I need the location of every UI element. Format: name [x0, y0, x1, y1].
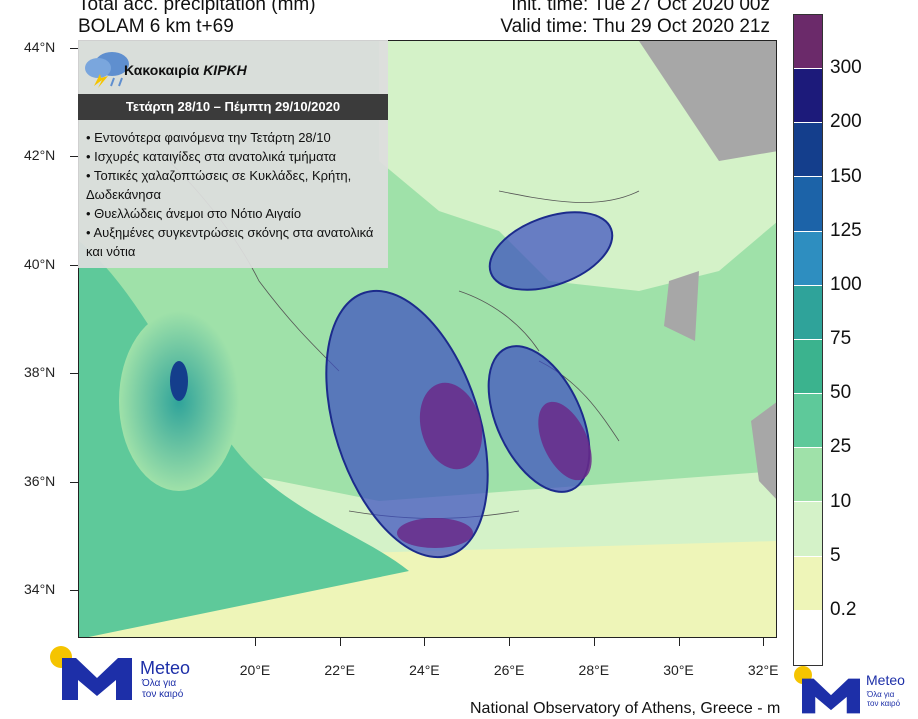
warning-bullet: • Θυελλώδεις άνεμοι στο Νότιο Αιγαίο [86, 206, 302, 221]
colorbar-label: 0.2 [830, 598, 857, 620]
colorbar-label: 100 [830, 273, 862, 295]
warning-info-box [78, 40, 388, 268]
meteo-logo-small: Meteo Όλα για τον καιρό [794, 666, 918, 719]
colorbar-segment [794, 231, 822, 286]
lon-tick-label: 20°E [239, 662, 271, 678]
land-north-east [639, 41, 776, 161]
lat-tick [70, 373, 78, 375]
logo-m-icon [802, 678, 860, 714]
lat-tick-label: 34°N [24, 581, 56, 597]
lat-tick [70, 48, 78, 49]
colorbar-segment [794, 448, 822, 503]
colorbar-segment [794, 394, 822, 449]
lon-tick-label: 30°E [663, 662, 694, 678]
colorbar-segment [794, 123, 822, 178]
lat-tick-label: 44°N [24, 39, 56, 55]
logo-tagline-1: Όλα για [142, 678, 177, 689]
precip-max-ionian [170, 361, 188, 401]
colorbar-label: 200 [830, 111, 862, 133]
colorbar-label: 50 [830, 382, 852, 404]
warning-core-east [538, 401, 592, 481]
lat-tick [70, 481, 78, 483]
lon-tick-label: 32°E [747, 662, 779, 678]
colorbar-label: 125 [830, 219, 862, 241]
logo-tagline-1: Όλα για [867, 690, 895, 699]
warning-bullet: • Εντονότερα φαινόμενα την Τετάρτη 28/10 [86, 130, 331, 145]
colorbar-segment [794, 556, 822, 611]
colorbar-label: 10 [830, 490, 852, 512]
lat-tick-label: 36°N [24, 472, 56, 489]
colorbar-segment [794, 339, 822, 395]
map-canvas [79, 41, 776, 637]
lon-tick-label: 26°E [493, 662, 525, 678]
colorbar-segment [794, 610, 822, 665]
colorbar-segment [794, 285, 822, 340]
lat-tick [70, 264, 78, 266]
warning-bullet: • Αυξημένες συγκεντρώσεις σκόνης στα ανα… [86, 225, 374, 259]
warning-title: Κακοκαιρία ΚΙΡΚΗ [124, 62, 247, 78]
storm-cloud-icon [85, 52, 129, 88]
lon-tick [763, 638, 765, 646]
precip-colorbar [793, 14, 823, 666]
colorbar-label: 5 [830, 544, 841, 566]
warning-period: Τετάρτη 28/10 – Πέμπτη 29/10/2020 [78, 94, 388, 120]
warning-ellipses [325, 211, 614, 559]
lon-tick [255, 638, 256, 646]
warning-core-west [419, 382, 483, 470]
meteo-logo: Meteo Όλα για τον καιρό [50, 646, 210, 702]
warning-area-north [488, 211, 614, 291]
lat-tick-label: 40°N [24, 255, 56, 272]
lon-tick-label: 22°E [324, 662, 355, 678]
colorbar-segment [794, 177, 822, 232]
lat-tick-label: 42°N [24, 147, 56, 164]
warning-core-crete [397, 518, 473, 548]
precip-light-north [379, 41, 776, 291]
warning-bullet: • Τοπικές χαλαζοπτώσεις σε Κυκλάδες, Κρή… [86, 168, 352, 202]
warning-bullet: • Ισχυρές καταιγίδες στα ανατολικά τμήμα… [86, 149, 337, 164]
lon-tick [678, 638, 680, 646]
lon-tick-label: 28°E [578, 662, 610, 678]
warning-bullets: • Εντονότερα φαινόμενα την Τετάρτη 28/10… [86, 128, 382, 261]
colorbar-segment [794, 15, 822, 70]
lat-tick [70, 156, 78, 158]
logo-m-icon [62, 658, 132, 700]
lon-tick [593, 638, 595, 646]
colorbar-label: 150 [830, 165, 862, 187]
lon-tick-label: 24°E [409, 662, 440, 678]
colorbar-label: 25 [830, 436, 852, 458]
lon-tick [509, 638, 511, 646]
logo-tagline-2: τον καιρό [142, 689, 184, 700]
colorbar-segment [794, 69, 822, 124]
init-time: Init. time: Tue 27 Oct 2020 00z [511, 0, 770, 15]
credit-line: National Observatory of Athens, Greece -… [470, 700, 781, 717]
colorbar-segment [794, 502, 822, 557]
model-label: BOLAM 6 km t+69 [78, 16, 234, 37]
colorbar-label: 300 [830, 57, 862, 79]
logo-tagline-2: τον καιρό [867, 699, 901, 708]
precipitation-map [78, 40, 777, 638]
lon-tick [424, 638, 426, 646]
logo-word: Meteo [866, 672, 905, 688]
lon-tick [339, 638, 341, 646]
warning-area-west [325, 289, 489, 559]
land-anatolia [664, 271, 699, 341]
land-east [751, 402, 776, 499]
lat-tick [70, 590, 78, 591]
precip-moderate-west [79, 241, 409, 637]
lat-tick-label: 38°N [24, 364, 56, 381]
logo-word: Meteo [140, 658, 191, 678]
valid-time: Valid time: Thu 29 Oct 2020 21z [500, 16, 770, 37]
chart-title: Total acc. precipitation (mm) [78, 0, 316, 15]
colorbar-label: 75 [830, 328, 852, 349]
